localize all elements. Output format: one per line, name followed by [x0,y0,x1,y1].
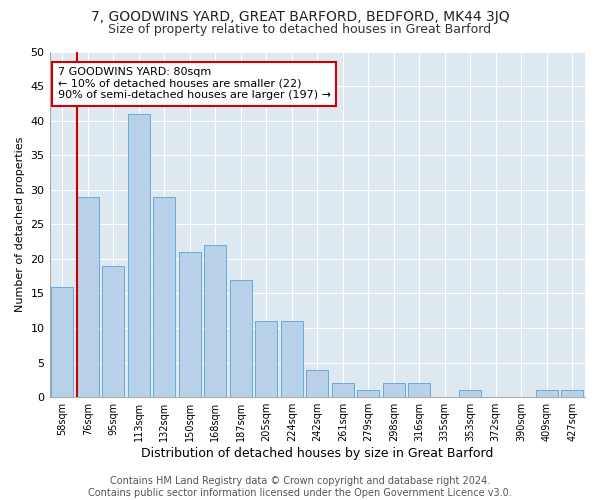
Bar [128,114,149,397]
Bar [103,266,124,397]
Bar [205,245,226,397]
Bar [281,321,302,397]
Bar [460,390,481,397]
Text: Contains HM Land Registry data © Crown copyright and database right 2024.
Contai: Contains HM Land Registry data © Crown c… [88,476,512,498]
Text: 7, GOODWINS YARD, GREAT BARFORD, BEDFORD, MK44 3JQ: 7, GOODWINS YARD, GREAT BARFORD, BEDFORD… [91,10,509,24]
Text: 7 GOODWINS YARD: 80sqm
← 10% of detached houses are smaller (22)
90% of semi-det: 7 GOODWINS YARD: 80sqm ← 10% of detached… [58,67,331,100]
Bar [562,390,583,397]
Bar [179,252,200,397]
Bar [536,390,557,397]
Bar [77,196,98,397]
Bar [154,196,175,397]
Text: Size of property relative to detached houses in Great Barford: Size of property relative to detached ho… [109,22,491,36]
Y-axis label: Number of detached properties: Number of detached properties [15,136,25,312]
Bar [332,384,353,397]
Bar [230,280,251,397]
Bar [307,370,328,397]
Bar [358,390,379,397]
Bar [409,384,430,397]
Bar [52,286,73,397]
Bar [383,384,404,397]
Bar [256,321,277,397]
X-axis label: Distribution of detached houses by size in Great Barford: Distribution of detached houses by size … [141,447,493,460]
